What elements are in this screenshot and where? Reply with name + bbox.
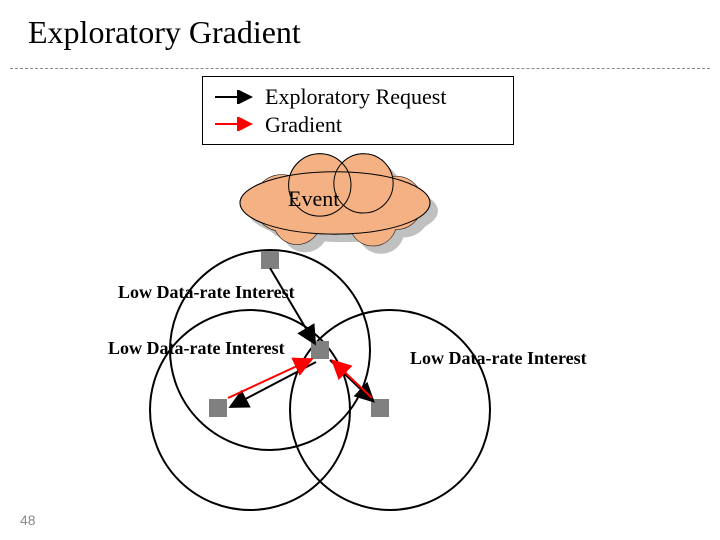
legend-box: Exploratory Request Gradient — [202, 76, 514, 145]
legend-item-exploratory: Exploratory Request — [213, 83, 503, 111]
page-title: Exploratory Gradient — [28, 14, 301, 51]
arrow-icon — [213, 117, 257, 131]
interest-label: Low Data-rate Interest — [410, 348, 587, 369]
legend-item-gradient: Gradient — [213, 111, 503, 139]
arrow-icon — [213, 90, 257, 104]
event-cloud-label: Event — [288, 186, 339, 212]
legend-label: Gradient — [265, 111, 342, 139]
interest-label: Low Data-rate Interest — [118, 282, 295, 303]
sensor-nodes — [209, 251, 389, 417]
title-divider — [10, 68, 710, 69]
slide-number: 48 — [20, 512, 36, 528]
legend-label: Exploratory Request — [265, 83, 446, 111]
interest-label: Low Data-rate Interest — [108, 338, 285, 359]
